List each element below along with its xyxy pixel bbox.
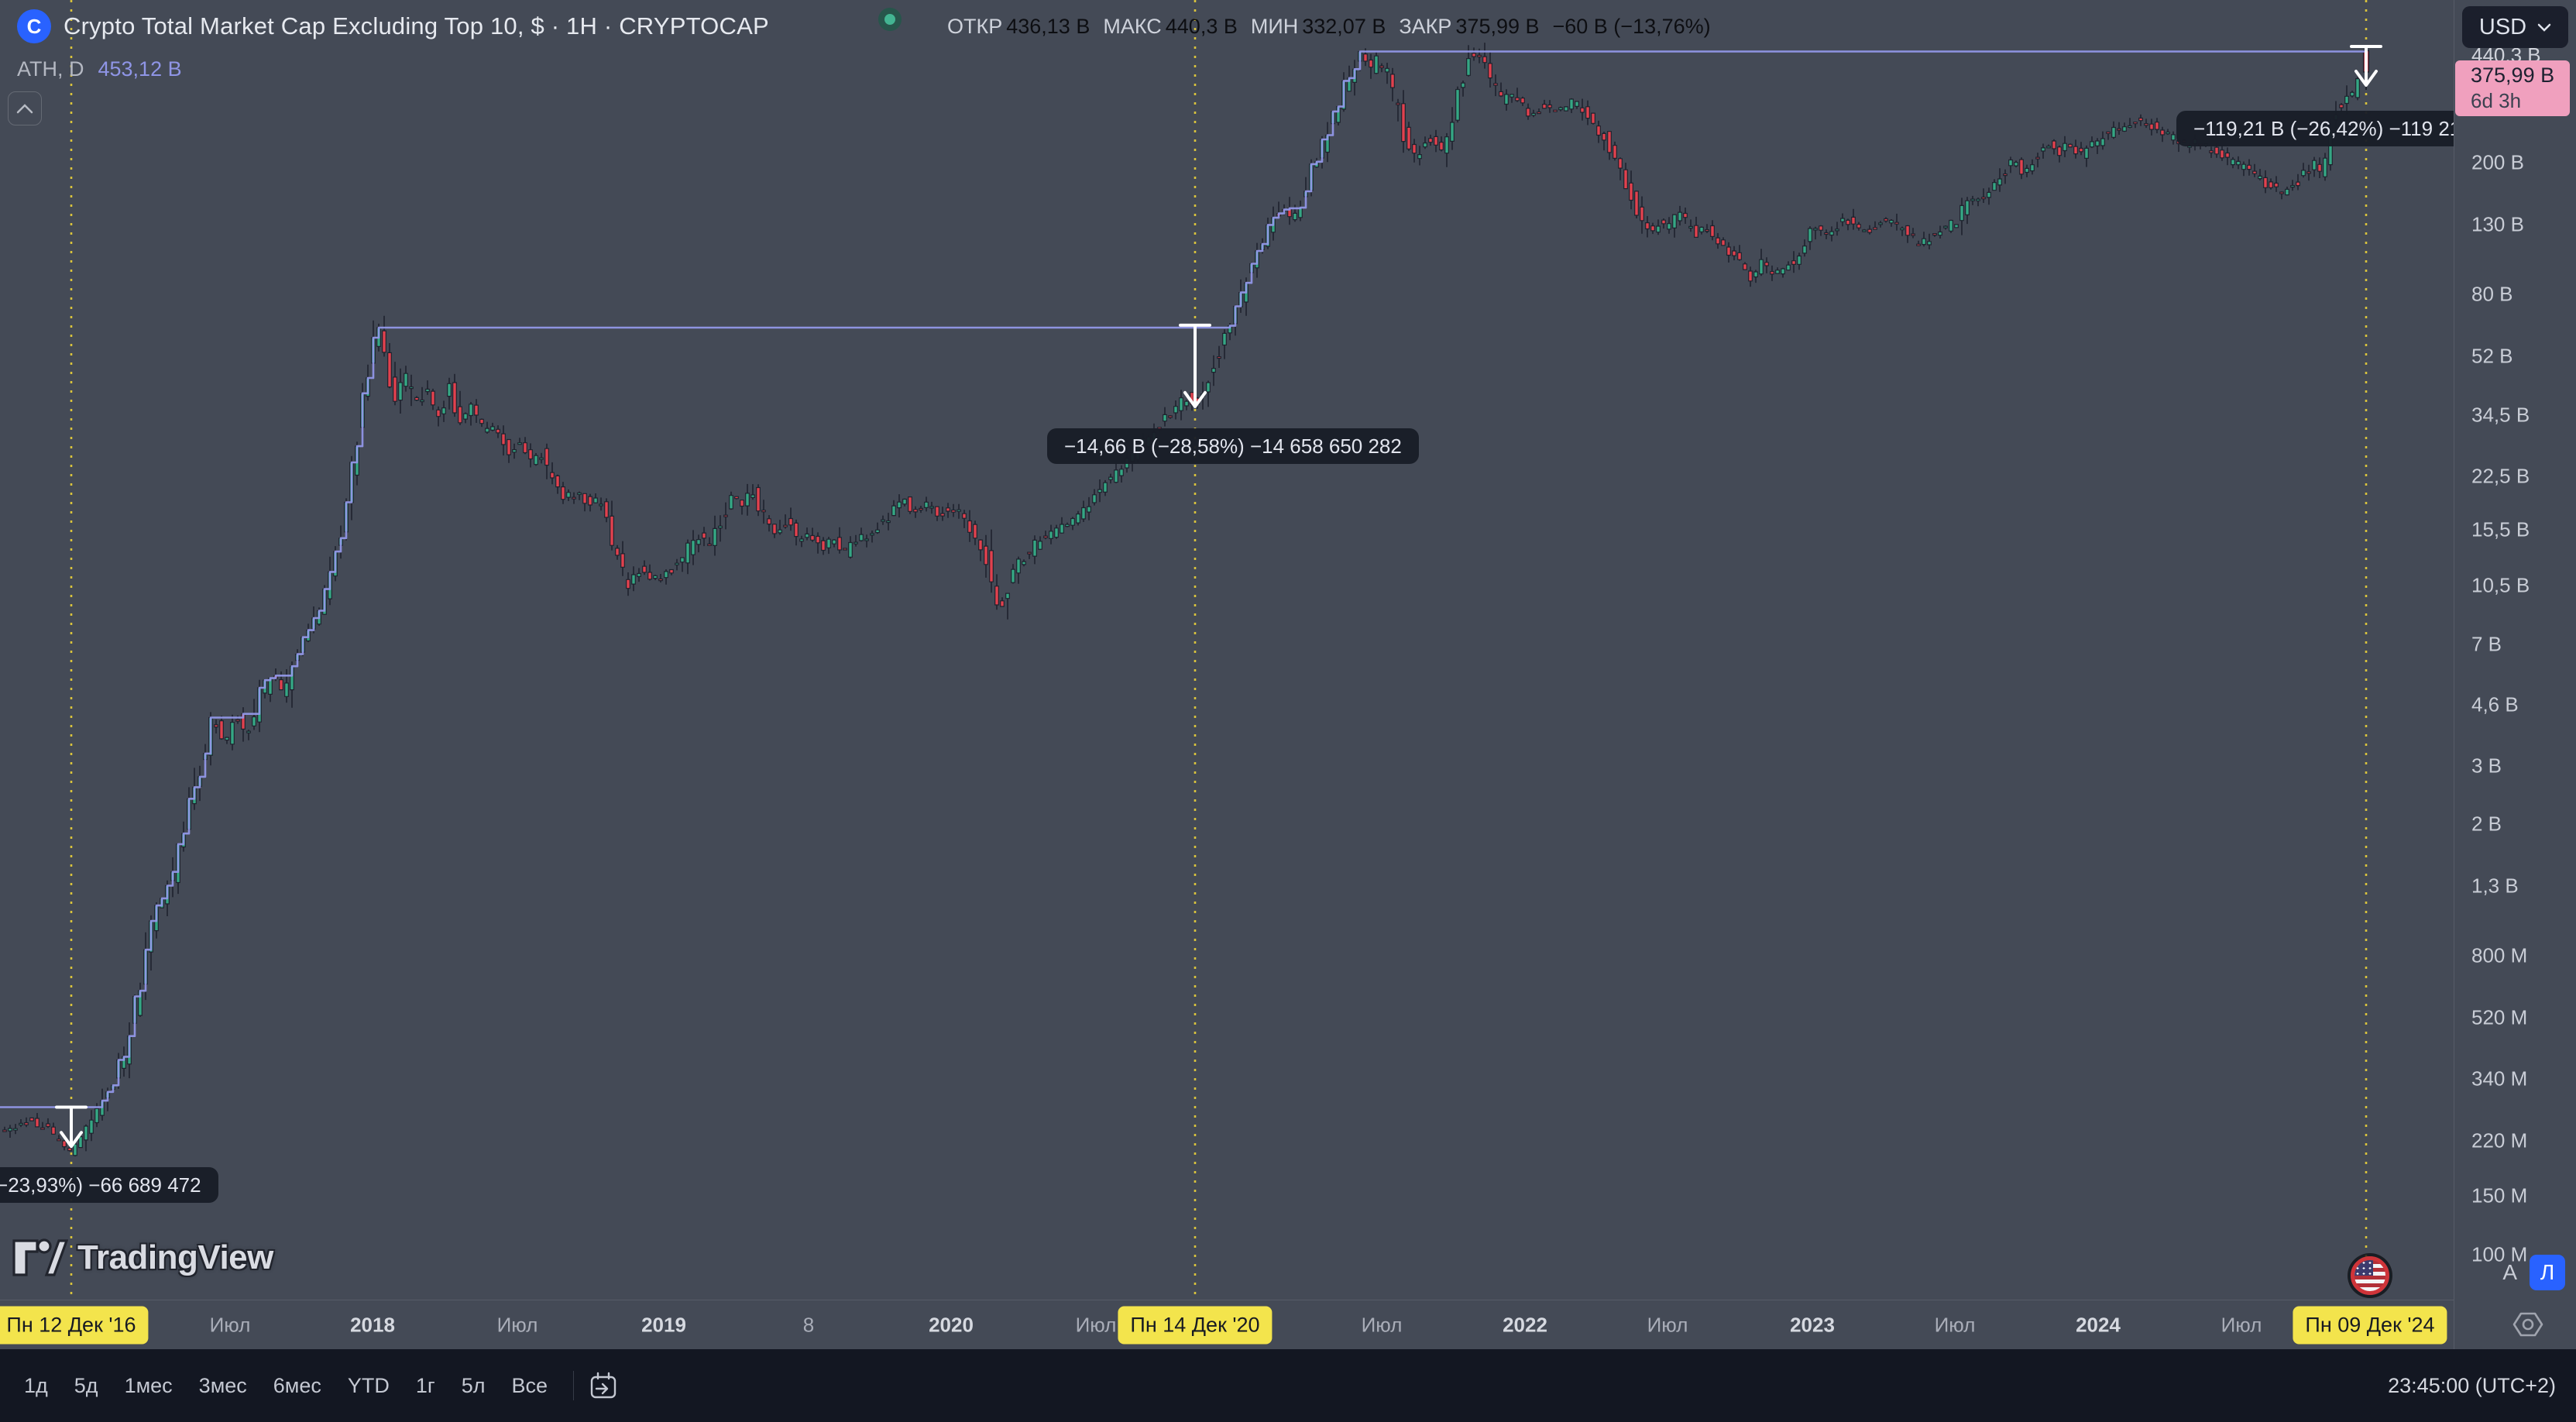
tradingview-watermark[interactable]: TradingView (12, 1238, 273, 1278)
chevron-up-icon (16, 104, 33, 114)
range-button-YTD[interactable]: YTD (347, 1373, 390, 1397)
price-tick-2-B: 2 B (2471, 812, 2502, 836)
time-tick-label: Июл (496, 1313, 538, 1336)
time-tick-label: Июл (209, 1313, 251, 1336)
price-tick-10-5-B: 10,5 B (2471, 573, 2530, 597)
time-tick-label: Июл (1647, 1313, 1688, 1336)
currency-dropdown[interactable]: USD (2462, 6, 2568, 48)
indicator-value: 453,12 B (98, 57, 182, 81)
range-button-1г[interactable]: 1г (415, 1373, 435, 1397)
go-to-date-button[interactable] (586, 1369, 620, 1403)
time-tick-label: 2018 (350, 1313, 395, 1336)
log-scale-button[interactable]: Л (2530, 1255, 2565, 1290)
session-clock[interactable]: 23:45:00 (UTC+2) (2388, 1373, 2556, 1397)
price-tick-150-M: 150 M (2471, 1183, 2528, 1207)
price-tick-800-M: 800 M (2471, 943, 2528, 967)
bar-countdown: 6d 3h (2471, 89, 2522, 112)
change-value: −60 B (−13,76%) (1552, 14, 1711, 38)
price-tick-220-M: 220 M (2471, 1128, 2528, 1152)
last-price-label: 375,99 B 6d 3h (2455, 60, 2570, 116)
range-button-6мес[interactable]: 6мес (273, 1373, 321, 1397)
price-tick-340-M: 340 M (2471, 1066, 2528, 1091)
watermark-label: TradingView (77, 1238, 273, 1276)
high-value: 440,3 B (1165, 14, 1238, 38)
price-tick-80-B: 80 B (2471, 282, 2513, 306)
range-button-1д[interactable]: 1д (24, 1373, 48, 1397)
close-value: 375,99 B (1455, 14, 1540, 38)
time-tick-label: 8 (802, 1313, 815, 1336)
range-button-1мес[interactable]: 1мес (124, 1373, 173, 1397)
price-tick-22-5-B: 22,5 B (2471, 464, 2530, 488)
measurement-tooltip-0: −66,69 М (−23,93%) −66 689 472 (0, 1167, 218, 1203)
time-tick-label: Июл (1075, 1313, 1117, 1336)
market-status-dot-icon[interactable] (878, 8, 902, 31)
symbol-title[interactable]: Crypto Total Market Cap Excluding Top 10… (64, 12, 769, 40)
time-tick-label: 2020 (929, 1313, 974, 1336)
flag-canton (2354, 1260, 2373, 1276)
time-tick-label: 2019 (641, 1313, 686, 1336)
measurement-tooltip-1: −14,66 B (−28,58%) −14 658 650 282 (1047, 428, 1419, 464)
ohlc-values: ОТКР 436,13 B МАКС 440,3 B МИН 332,07 B … (947, 12, 1724, 40)
date-marker-label: Пн 14 Дек '20 (1118, 1306, 1273, 1344)
range-button-Все[interactable]: Все (511, 1373, 548, 1397)
auto-scale-button[interactable]: А (2502, 1260, 2517, 1284)
calendar-goto-icon (590, 1372, 617, 1399)
chevron-down-icon (2537, 23, 2551, 32)
low-label: МИН (1250, 14, 1299, 38)
range-button-3мес[interactable]: 3мес (198, 1373, 247, 1397)
price-tick-15-5-B: 15,5 B (2471, 517, 2530, 541)
time-tick-label: Июл (1934, 1313, 1976, 1336)
price-tick-200-B: 200 B (2471, 150, 2524, 174)
collapse-panel-button[interactable] (8, 91, 42, 125)
tradingview-logo-icon (12, 1238, 68, 1276)
currency-label: USD (2478, 14, 2527, 40)
indicator-name[interactable]: ATH, D (17, 57, 84, 81)
high-label: МАКС (1103, 14, 1162, 38)
bottom-toolbar: 1д 5д 1мес 3мес 6мес YTD 1г 5л Все 23:45:00 (UTC… (0, 1349, 2576, 1422)
price-chart-canvas[interactable] (0, 0, 2576, 1300)
price-tick-7-B: 7 B (2471, 632, 2502, 656)
time-tick-label: Июл (2221, 1313, 2262, 1336)
last-price-value: 375,99 B (2471, 64, 2555, 87)
time-tick-label: 2023 (1790, 1313, 1835, 1336)
time-tick-label: 2022 (1503, 1313, 1547, 1336)
price-tick-4-6-B: 4,6 B (2471, 692, 2519, 716)
time-tick-label: Июл (1361, 1313, 1403, 1336)
axis-settings-button[interactable] (2511, 1307, 2545, 1341)
price-tick-1-3-B: 1,3 B (2471, 874, 2519, 898)
price-tick-130-B: 130 B (2471, 212, 2524, 236)
toolbar-divider (573, 1371, 575, 1400)
price-tick-34-5-B: 34,5 B (2471, 403, 2530, 427)
time-tick-label: 2024 (2076, 1313, 2121, 1336)
price-axis[interactable]: 200 B 130 B 80 B 52 B 34,5 B 22,5 B 15,5 B 10,5… (2454, 0, 2576, 1349)
price-tick-3-B: 3 B (2471, 754, 2502, 778)
date-marker-label: Пн 09 Дек '24 (2293, 1306, 2447, 1344)
low-value: 332,07 B (1302, 14, 1386, 38)
date-marker-label: Пн 12 Дек '16 (0, 1306, 149, 1344)
us-flag-marker-icon (2351, 1256, 2389, 1295)
gear-icon (2512, 1312, 2543, 1337)
symbol-logo-icon[interactable]: C (17, 9, 51, 43)
price-tick-100-M: 100 M (2471, 1242, 2528, 1266)
range-button-5л[interactable]: 5л (461, 1373, 486, 1397)
price-tick-520-M: 520 M (2471, 1005, 2528, 1029)
price-tick-52-B: 52 B (2471, 344, 2513, 368)
open-label: ОТКР (947, 14, 1003, 38)
range-button-5д[interactable]: 5д (74, 1373, 98, 1397)
open-value: 436,13 B (1006, 14, 1091, 38)
time-axis[interactable]: Пн 12 Дек '16 Июл 2018 Июл 2019 8 2020 Июл Пн 14… (0, 1300, 2576, 1349)
close-label: ЗАКР (1399, 14, 1452, 38)
